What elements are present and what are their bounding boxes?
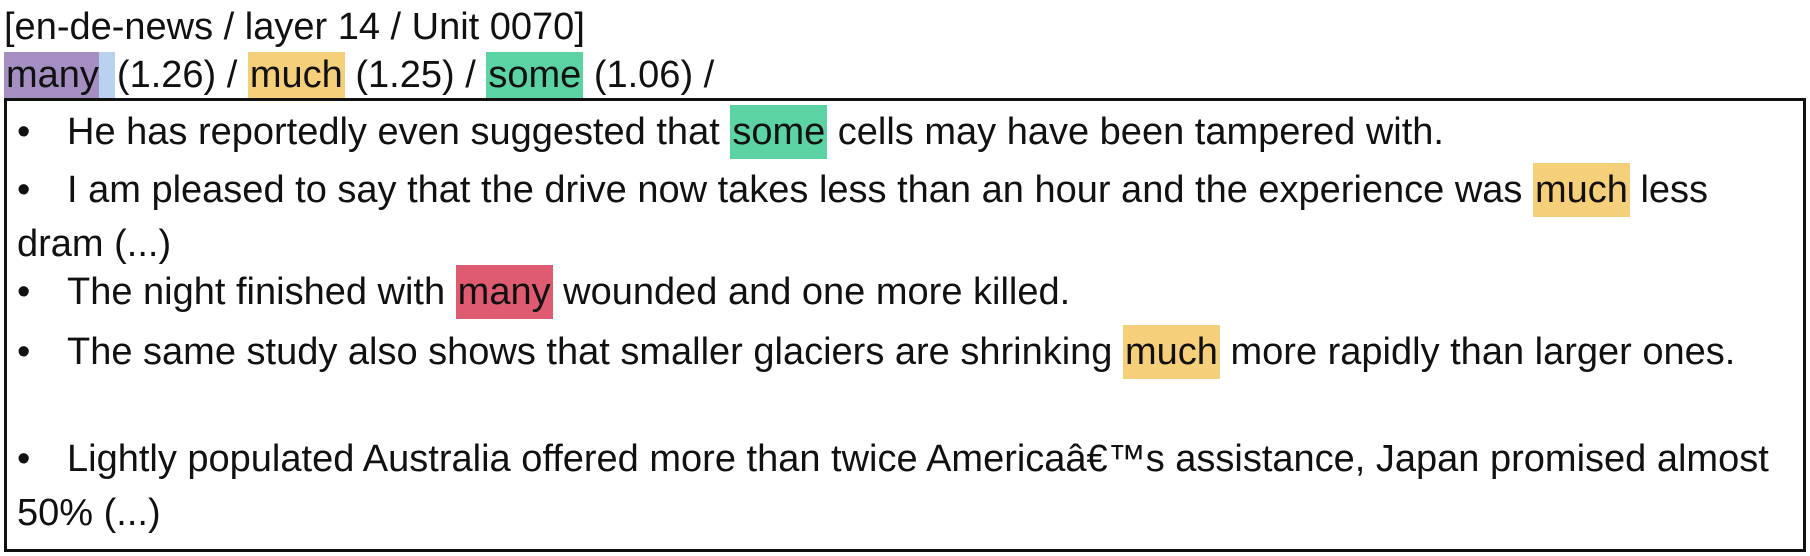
sentence-token: many: [455, 265, 553, 319]
sentence-post: cells may have been tampered with.: [827, 111, 1444, 153]
top-token-summary: many (1.26) / much (1.25) / some (1.06) /: [4, 52, 714, 98]
sentence-token: much: [1533, 163, 1630, 217]
sentence-token: some: [730, 105, 828, 159]
sentence-post: less dram (...): [17, 169, 1709, 265]
summary-token-some: some: [486, 52, 584, 98]
summary-token-many: many: [4, 52, 101, 98]
sentence-pre: Lightly populated Australia offered more…: [17, 438, 1769, 534]
bullet-icon: •: [17, 169, 31, 211]
example-sentence: • Lightly populated Australia offered mor…: [17, 432, 1791, 540]
summary-separator: /: [226, 54, 238, 96]
sentence-post: more rapidly than larger ones.: [1219, 331, 1736, 373]
example-sentence: • He has reportedly even suggested that s…: [17, 105, 1791, 159]
summary-separator: /: [703, 54, 715, 96]
summary-score-many: (1.26): [116, 54, 217, 96]
unit-header: [en-de-news / layer 14 / Unit 0070]: [4, 6, 585, 48]
sentence-pre: He has reportedly even suggested that: [67, 111, 731, 153]
sentence-pre: The same study also shows that smaller g…: [67, 331, 1124, 373]
examples-box: • He has reportedly even suggested that s…: [4, 98, 1806, 552]
summary-score-much: (1.25): [355, 54, 455, 96]
example-sentence: • The same study also shows that smaller …: [17, 325, 1791, 379]
sentence-pre: I am pleased to say that the drive now t…: [67, 169, 1533, 211]
bullet-icon: •: [17, 111, 31, 153]
summary-separator: /: [465, 54, 476, 96]
bullet-icon: •: [17, 271, 31, 313]
summary-score-some: (1.06): [593, 54, 694, 96]
bullet-icon: •: [17, 438, 31, 480]
sentence-token: much: [1123, 325, 1220, 379]
summary-token-much: much: [247, 52, 345, 98]
sentence-pre: The night finished with: [67, 271, 456, 313]
example-sentence: • I am pleased to say that the drive now …: [17, 163, 1791, 271]
summary-mini-bar: [98, 52, 115, 98]
sentence-post: wounded and one more killed.: [552, 271, 1071, 313]
example-sentence: • The night finished with many wounded an…: [17, 265, 1791, 319]
bullet-icon: •: [17, 331, 31, 373]
